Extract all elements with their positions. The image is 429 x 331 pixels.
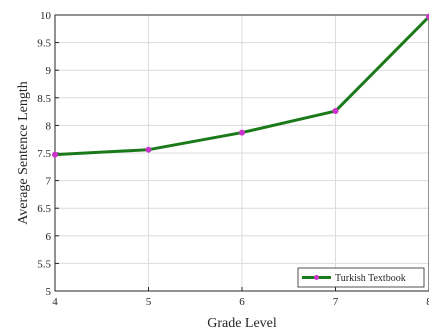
y-tick-label: 7.5 xyxy=(37,148,51,160)
x-tick-label: 8 xyxy=(426,296,429,308)
data-point xyxy=(332,108,339,115)
x-tick-label: 6 xyxy=(239,296,245,308)
axis-ticks: 4 5 6 7 855.566.577.588.599.510 xyxy=(37,10,429,308)
data-point xyxy=(426,13,429,20)
y-tick-label: 9.5 xyxy=(37,38,51,50)
x-axis-title: Grade Level xyxy=(207,316,277,331)
series-layer xyxy=(52,13,429,158)
y-tick-label: 9 xyxy=(46,65,52,77)
y-tick-label: 5 xyxy=(46,286,52,298)
y-axis-title: Average Sentence Length xyxy=(16,81,31,225)
data-point xyxy=(145,146,152,153)
legend: Turkish Textbook xyxy=(297,267,425,288)
y-tick-label: 7 xyxy=(46,176,52,188)
x-tick-label: 5 xyxy=(146,296,152,308)
y-tick-label: 6.5 xyxy=(37,203,51,215)
y-tick-label: 8.5 xyxy=(37,93,51,105)
data-point xyxy=(52,151,58,158)
x-tick-label: 4 xyxy=(52,296,58,308)
y-tick-label: 10 xyxy=(40,10,52,22)
x-tick-label: 7 xyxy=(333,296,339,308)
data-point xyxy=(239,129,245,136)
legend-label: Turkish Textbook xyxy=(335,273,406,284)
y-tick-label: 6 xyxy=(46,231,52,243)
y-tick-label: 8 xyxy=(46,120,52,132)
legend-marker-swatch xyxy=(314,275,319,280)
legend-box xyxy=(297,267,425,288)
y-tick-label: 5.5 xyxy=(37,258,51,270)
